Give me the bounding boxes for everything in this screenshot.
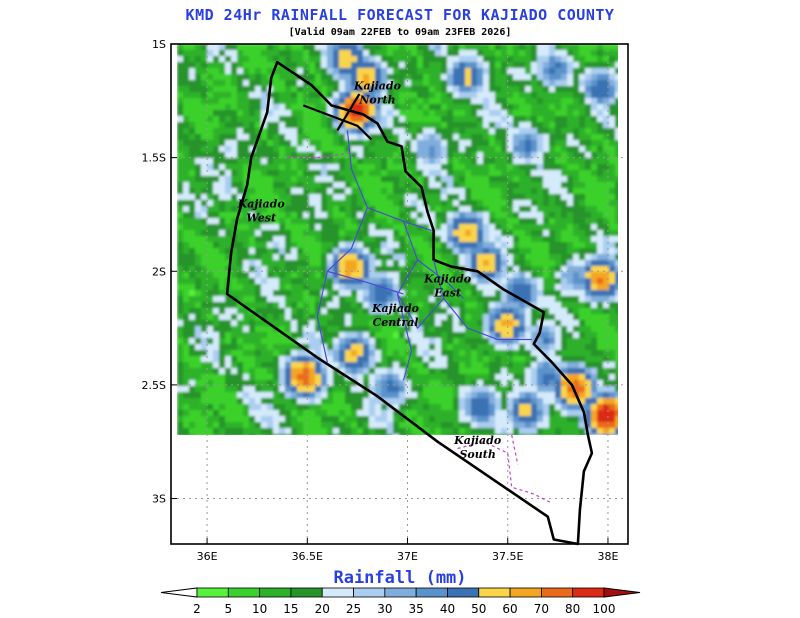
lat-tick-label: 2.5S	[142, 379, 166, 392]
lon-tick-label: 36.5E	[292, 550, 323, 563]
lat-tick-label: 2S	[152, 265, 166, 278]
county-boundary	[225, 60, 594, 546]
colorbar-label: 25	[346, 602, 361, 616]
subcounty-boundaries	[225, 60, 594, 546]
colorbar-label: 50	[471, 602, 486, 616]
subcounty-label: Kajiado West	[237, 198, 285, 225]
sub-boundary	[511, 434, 519, 465]
colorbar-low-arrow	[160, 587, 198, 598]
sub-boundary	[457, 441, 553, 504]
colorbar-label: 10	[252, 602, 267, 616]
lon-tick-label: 37.5E	[492, 550, 523, 563]
sub-boundary	[287, 152, 352, 159]
colorbar: 2 5 10 15 20 25 30 35 40 50 60 70 80 100	[160, 587, 641, 616]
colorbar-swatch	[259, 587, 292, 598]
colorbar-label: 30	[377, 602, 392, 616]
subcounty-label: Kajiado North	[353, 79, 401, 106]
colorbar-label: 70	[534, 602, 549, 616]
rainfall-field	[177, 44, 618, 435]
north-divider	[336, 93, 361, 131]
subcounty-label: Kajiado South	[453, 434, 501, 461]
subcounty-label: Kajiado Central	[371, 302, 419, 329]
colorbar-swatch	[384, 587, 417, 598]
colorbar-label: 40	[440, 602, 455, 616]
colorbar-high-arrow	[603, 587, 641, 598]
colorbar-label: 35	[409, 602, 424, 616]
map-frame	[170, 43, 629, 545]
lon-tick-label: 38E	[597, 550, 618, 563]
colorbar-swatch	[572, 587, 605, 598]
colorbar-label: 2	[193, 602, 201, 616]
ward-boundary	[327, 270, 404, 295]
colorbar-swatch	[353, 587, 386, 598]
ward-boundary	[417, 259, 465, 299]
colorbar-swatch	[290, 587, 323, 598]
colorbar-label: 20	[315, 602, 330, 616]
lon-tick-label: 36E	[197, 550, 218, 563]
colorbar-swatch	[447, 587, 480, 598]
lat-tick-label: 1.5S	[142, 152, 166, 165]
colorbar-swatch	[227, 587, 261, 598]
lat-tick-label: 3S	[152, 493, 166, 506]
colorbar-swatch	[321, 587, 354, 598]
colorbar-label: 15	[283, 602, 298, 616]
colorbar-label: 100	[593, 602, 616, 616]
rainfall-cells	[177, 44, 618, 435]
colorbar-label: 80	[565, 602, 580, 616]
colorbar-title: Rainfall (mm)	[333, 568, 467, 588]
colorbar-label: 60	[502, 602, 517, 616]
colorbar-swatch	[196, 587, 229, 598]
map-subtitle: [Valid 09am 22FEB to 09am 23FEB 2026]	[288, 27, 512, 38]
ward-boundary	[433, 259, 532, 341]
axis-ticks: 36E 36.5E 37E 37.5E 38E 1S 1.5S 2S 2.5S 3S	[142, 38, 619, 563]
subcounty-label: Kajiado East	[423, 273, 471, 300]
map-title: KMD 24Hr RAINFALL FORECAST FOR KAJIADO C…	[185, 6, 615, 24]
colorbar-swatch	[478, 587, 511, 598]
lat-tick-label: 1S	[152, 38, 166, 51]
lon-tick-label: 37E	[397, 550, 418, 563]
colorbar-swatch	[540, 587, 574, 598]
ward-boundary	[396, 293, 445, 330]
colorbar-label: 5	[224, 602, 232, 616]
colorbar-swatch	[509, 587, 542, 598]
colorbar-swatch	[415, 587, 448, 598]
